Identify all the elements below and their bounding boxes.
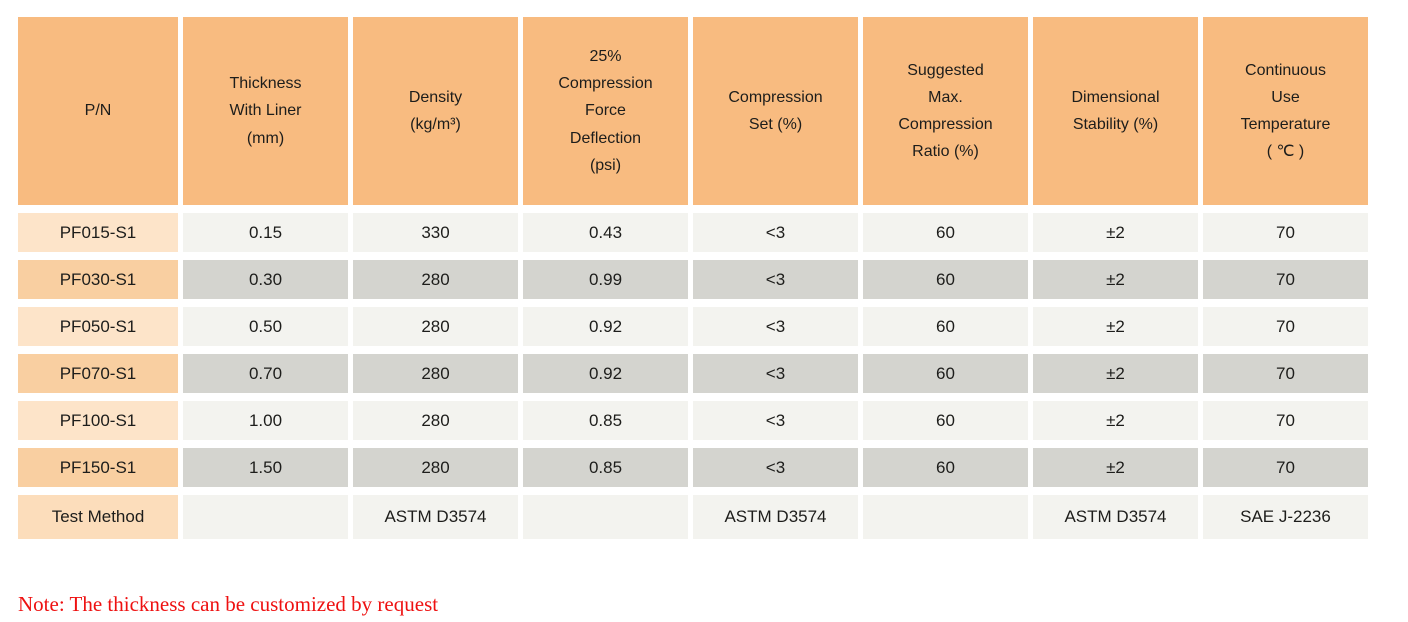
cell-thickness: 0.30 (183, 260, 348, 299)
cell-compression-set: <3 (693, 401, 858, 440)
pn-cell: PF015-S1 (18, 213, 178, 252)
cell-compression-set-test-method: ASTM D3574 (693, 495, 858, 539)
table-row: PF070-S1 0.70 280 0.92 <3 60 ±2 70 (18, 354, 1368, 393)
cell-max-compression-ratio: 60 (863, 448, 1028, 487)
cell-compression-force-deflection: 0.92 (523, 307, 688, 346)
col-header-pn: P/N (18, 17, 178, 205)
cell-dimensional-stability: ±2 (1033, 448, 1198, 487)
cell-max-compression-ratio: 60 (863, 260, 1028, 299)
cell-dimensional-stability: ±2 (1033, 260, 1198, 299)
cell-density: 280 (353, 307, 518, 346)
table-row: PF015-S1 0.15 330 0.43 <3 60 ±2 70 (18, 213, 1368, 252)
cell-thickness: 1.00 (183, 401, 348, 440)
cell-dimensional-stability: ±2 (1033, 213, 1198, 252)
cell-dimensional-stability: ±2 (1033, 354, 1198, 393)
cell-temperature-test-method: SAE J-2236 (1203, 495, 1368, 539)
cell-dimensional-stability: ±2 (1033, 401, 1198, 440)
pn-cell: PF070-S1 (18, 354, 178, 393)
cell-dimensional-stability-test-method: ASTM D3574 (1033, 495, 1198, 539)
cell-density-test-method: ASTM D3574 (353, 495, 518, 539)
cell-thickness: 0.15 (183, 213, 348, 252)
cell-thickness: 0.50 (183, 307, 348, 346)
pn-cell: PF050-S1 (18, 307, 178, 346)
pn-cell: PF100-S1 (18, 401, 178, 440)
cell-dimensional-stability: ±2 (1033, 307, 1198, 346)
col-header-max-compression-ratio: Suggested Max. Compression Ratio (%) (863, 17, 1028, 205)
cell-max-compression-ratio-test-method (863, 495, 1028, 539)
cell-density: 280 (353, 401, 518, 440)
cell-compression-force-deflection: 0.85 (523, 448, 688, 487)
table-row: PF050-S1 0.50 280 0.92 <3 60 ±2 70 (18, 307, 1368, 346)
pn-cell: PF150-S1 (18, 448, 178, 487)
test-method-row: Test Method ASTM D3574 ASTM D3574 ASTM D… (18, 495, 1368, 539)
cell-compression-set: <3 (693, 213, 858, 252)
table-row: PF150-S1 1.50 280 0.85 <3 60 ±2 70 (18, 448, 1368, 487)
cell-compression-set: <3 (693, 307, 858, 346)
col-header-density: Density (kg/m³) (353, 17, 518, 205)
header-row: P/N Thickness With Liner (mm) Density (k… (18, 17, 1368, 205)
cell-temperature: 70 (1203, 307, 1368, 346)
cell-thickness: 1.50 (183, 448, 348, 487)
cell-max-compression-ratio: 60 (863, 307, 1028, 346)
cell-temperature: 70 (1203, 448, 1368, 487)
cell-density: 280 (353, 260, 518, 299)
cell-compression-set: <3 (693, 260, 858, 299)
col-header-compression-set: Compression Set (%) (693, 17, 858, 205)
cell-compression-force-deflection: 0.43 (523, 213, 688, 252)
spec-table: P/N Thickness With Liner (mm) Density (k… (13, 9, 1373, 547)
cell-temperature: 70 (1203, 401, 1368, 440)
cell-compression-force-deflection: 0.92 (523, 354, 688, 393)
cell-temperature: 70 (1203, 213, 1368, 252)
cell-max-compression-ratio: 60 (863, 401, 1028, 440)
col-header-thickness: Thickness With Liner (mm) (183, 17, 348, 205)
cell-compression-force-deflection: 0.85 (523, 401, 688, 440)
cell-compression-force-deflection-test-method (523, 495, 688, 539)
pn-cell: PF030-S1 (18, 260, 178, 299)
table-row: PF100-S1 1.00 280 0.85 <3 60 ±2 70 (18, 401, 1368, 440)
col-header-continuous-use-temperature: Continuous Use Temperature ( ℃ ) (1203, 17, 1368, 205)
cell-max-compression-ratio: 60 (863, 354, 1028, 393)
cell-compression-set: <3 (693, 448, 858, 487)
test-method-label: Test Method (18, 495, 178, 539)
col-header-dimensional-stability: Dimensional Stability (%) (1033, 17, 1198, 205)
cell-temperature: 70 (1203, 260, 1368, 299)
cell-thickness: 0.70 (183, 354, 348, 393)
cell-compression-set: <3 (693, 354, 858, 393)
table-row: PF030-S1 0.30 280 0.99 <3 60 ±2 70 (18, 260, 1368, 299)
cell-density: 280 (353, 448, 518, 487)
col-header-compression-force-deflection: 25% Compression Force Deflection (psi) (523, 17, 688, 205)
cell-density: 280 (353, 354, 518, 393)
cell-density: 330 (353, 213, 518, 252)
note-text: Note: The thickness can be customized by… (18, 592, 439, 616)
cell-max-compression-ratio: 60 (863, 213, 1028, 252)
cell-temperature: 70 (1203, 354, 1368, 393)
cell-thickness-test-method (183, 495, 348, 539)
cell-compression-force-deflection: 0.99 (523, 260, 688, 299)
